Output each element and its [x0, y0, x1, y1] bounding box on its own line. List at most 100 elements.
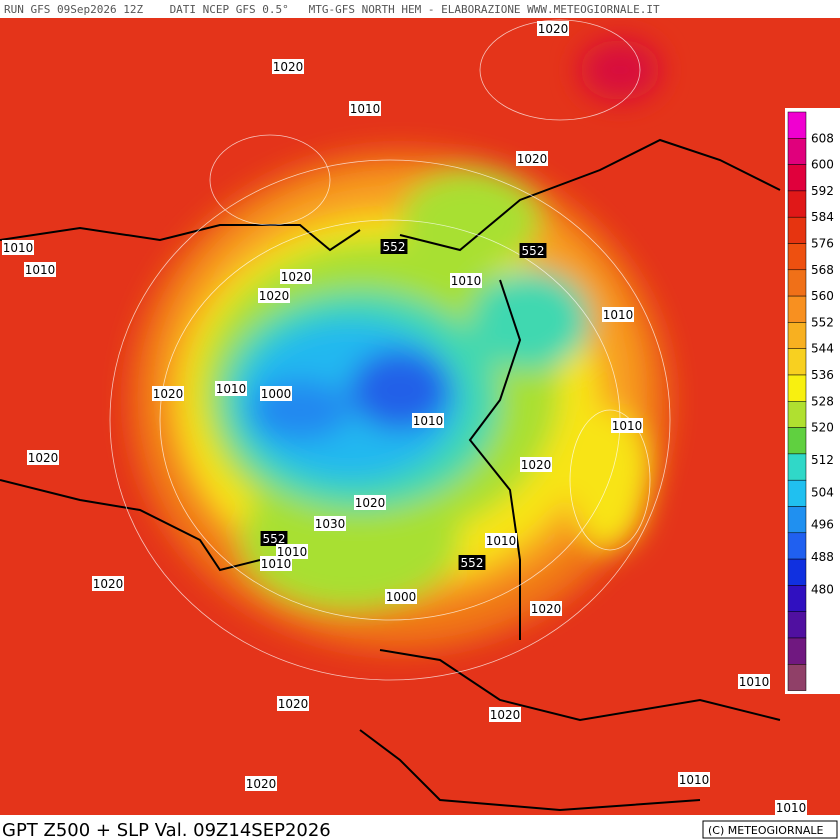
colorbar-cell: [787, 322, 807, 349]
coastlines: [0, 138, 781, 812]
colorbar-label: 536: [811, 368, 834, 382]
contour-label: 1020: [278, 697, 309, 711]
colorbar-label: 504: [811, 485, 834, 499]
label-box: [412, 413, 444, 428]
label-box: [385, 589, 417, 604]
contour-label: 1020: [490, 708, 521, 722]
colorbar-label: 608: [811, 131, 834, 145]
label-box: [530, 601, 562, 616]
colorbar-label: 592: [811, 184, 834, 198]
colorbar-cell: [787, 585, 807, 612]
label-box: [152, 386, 184, 401]
colorbar-cell: [787, 295, 807, 323]
label-box: [450, 273, 482, 288]
contour-label: 1000: [386, 590, 417, 604]
label-box: [349, 101, 381, 116]
label-box: [245, 776, 277, 791]
label-box: [277, 696, 309, 711]
header-text: RUN GFS 09Sep2026 12Z DATI NCEP GFS 0.5°…: [4, 3, 660, 16]
colorbar-cell: [787, 637, 807, 665]
label-box: [260, 386, 292, 401]
contour-label: 1020: [355, 496, 386, 510]
colorbar-cell: [787, 427, 807, 455]
contour-label: 1010: [277, 545, 308, 559]
colorbar-label: 552: [811, 315, 834, 329]
contour-label: 1010: [261, 557, 292, 571]
contour-label: 1000: [261, 387, 292, 401]
colorbar-cell: [787, 401, 807, 428]
label-box: [602, 307, 634, 322]
colorbar-cell: [787, 111, 807, 139]
contour-label: 1010: [679, 773, 710, 787]
contour-label: 1010: [612, 419, 643, 433]
colorbar-cell: [787, 506, 807, 534]
contour-label: 1010: [739, 675, 770, 689]
contour-label: 1010: [3, 241, 34, 255]
label-box: [537, 21, 569, 36]
label-box: [2, 240, 34, 255]
colorbar-label: 560: [811, 289, 834, 303]
contour-label: 1030: [315, 517, 346, 531]
colorbar-cell: [787, 611, 807, 639]
contour-label: 1010: [25, 263, 56, 277]
contour-label: 1020: [521, 458, 552, 472]
contour-label: 1020: [28, 451, 59, 465]
contour-label: 1010: [216, 382, 247, 396]
contour-label: 552: [383, 240, 406, 254]
colorbar-label: 488: [811, 550, 834, 564]
contour-label: 1020: [153, 387, 184, 401]
contour-label: 1020: [517, 152, 548, 166]
colorbar-cell: [787, 243, 807, 271]
colorbar-label: 584: [811, 210, 834, 224]
label-box: [738, 674, 770, 689]
colorbar-cell: [787, 190, 807, 218]
contour-label: 1020: [281, 270, 312, 284]
field: [130, 40, 670, 650]
colorbar-cell: [787, 216, 807, 244]
contour-label: 1020: [246, 777, 277, 791]
footer-title: GPT Z500 + SLP Val. 09Z14SEP2026: [2, 820, 331, 840]
contour-label: 1020: [538, 22, 569, 36]
colorbar-label: 568: [811, 263, 834, 277]
footer-band: [0, 815, 840, 840]
contour-label: 552: [461, 556, 484, 570]
label-box: [260, 531, 288, 546]
contour-label: 1020: [531, 602, 562, 616]
label-box: [611, 418, 643, 433]
label-box: [276, 544, 308, 559]
colorbar-cell: [787, 138, 807, 165]
label-box: [314, 516, 346, 531]
contour-label: 1010: [451, 274, 482, 288]
colorbar-label: 512: [811, 453, 834, 467]
colorbar-cell: [787, 532, 807, 560]
colorbar-label: 576: [811, 237, 834, 251]
contour-label: 1020: [259, 289, 290, 303]
credit-box: [702, 820, 838, 839]
footer-credit: (C) METEOGIORNALE: [708, 824, 823, 837]
contour-label: 552: [263, 532, 286, 546]
label-box: [519, 243, 547, 258]
label-box: [516, 151, 548, 166]
label-box: [272, 59, 304, 74]
label-box: [27, 450, 59, 465]
label-box: [380, 239, 408, 254]
label-box: [258, 288, 290, 303]
contour-label: 1020: [273, 60, 304, 74]
contour-label: 1010: [486, 534, 517, 548]
contour-label: 1010: [603, 308, 634, 322]
contour-label: 1020: [93, 577, 124, 591]
colorbar-label: 600: [811, 158, 834, 172]
contour-label: 1010: [413, 414, 444, 428]
label-box: [489, 707, 521, 722]
contour-label: 1010: [350, 102, 381, 116]
colorbar-label: 480: [811, 582, 834, 596]
colorbar-label: 520: [811, 421, 834, 435]
contour-label: 1010: [776, 801, 807, 815]
colorbar-cell: [787, 374, 807, 402]
label-box: [92, 576, 124, 591]
label-box: [24, 262, 56, 277]
label-box: [458, 555, 486, 570]
colorbar-cell: [787, 558, 807, 586]
